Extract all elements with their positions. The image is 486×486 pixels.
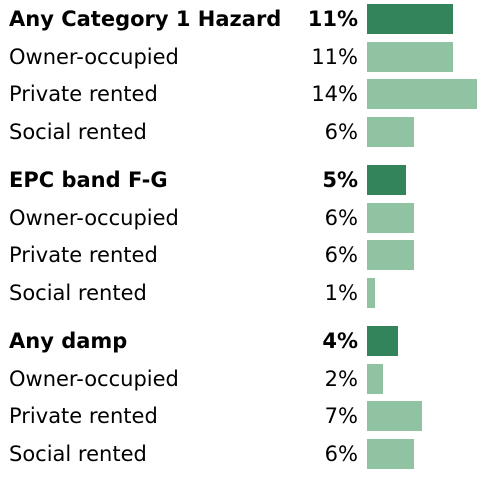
tenure-bar xyxy=(367,41,453,72)
value-label: 6% xyxy=(324,441,358,466)
group-label: EPC band F-G xyxy=(9,168,168,192)
category-label: Social rented xyxy=(9,119,147,144)
category-row: Owner-occupied 11% xyxy=(0,41,486,72)
value-label: 7% xyxy=(324,404,358,428)
value-label: 6% xyxy=(324,243,358,267)
category-row: Social rented 6% xyxy=(0,116,486,147)
value-label: 14% xyxy=(311,82,358,106)
category-label: Private rented xyxy=(9,404,158,428)
group-value-label: 4% xyxy=(322,329,358,353)
category-label: Private rented xyxy=(9,82,158,106)
group-label: Any damp xyxy=(9,329,128,353)
category-row: Social rented 6% xyxy=(0,438,486,469)
category-label: Social rented xyxy=(9,441,147,466)
group-total-bar xyxy=(367,326,398,356)
category-label: Owner-occupied xyxy=(9,366,179,391)
group-value-label: 11% xyxy=(307,7,358,31)
category-row: Social rented 1% xyxy=(0,277,486,308)
value-label: 6% xyxy=(324,205,358,230)
category-row: Owner-occupied 2% xyxy=(0,363,486,394)
group-label: Any Category 1 Hazard xyxy=(9,7,282,31)
tenure-bar xyxy=(367,240,414,270)
category-label: Owner-occupied xyxy=(9,44,179,69)
group-header-row: Any Category 1 Hazard 11% xyxy=(0,4,486,34)
category-row: Owner-occupied 6% xyxy=(0,202,486,233)
group-total-bar xyxy=(367,4,453,34)
tenure-bar xyxy=(367,438,414,469)
tenure-bar xyxy=(367,401,422,431)
group-value-label: 5% xyxy=(322,168,358,192)
tenure-bar xyxy=(367,277,375,308)
category-label: Owner-occupied xyxy=(9,205,179,230)
value-label: 1% xyxy=(324,280,358,305)
value-label: 2% xyxy=(324,366,358,391)
category-label: Private rented xyxy=(9,243,158,267)
tenure-bar xyxy=(367,202,414,233)
category-row: Private rented 14% xyxy=(0,79,486,109)
value-label: 6% xyxy=(324,119,358,144)
category-row: Private rented 6% xyxy=(0,240,486,270)
group-header-row: Any damp 4% xyxy=(0,326,486,356)
category-row: Private rented 7% xyxy=(0,401,486,431)
tenure-bar xyxy=(367,116,414,147)
group-total-bar xyxy=(367,165,406,195)
tenure-bar xyxy=(367,79,477,109)
tenure-bar xyxy=(367,363,383,394)
category-label: Social rented xyxy=(9,280,147,305)
value-label: 11% xyxy=(311,44,358,69)
group-header-row: EPC band F-G 5% xyxy=(0,165,486,195)
